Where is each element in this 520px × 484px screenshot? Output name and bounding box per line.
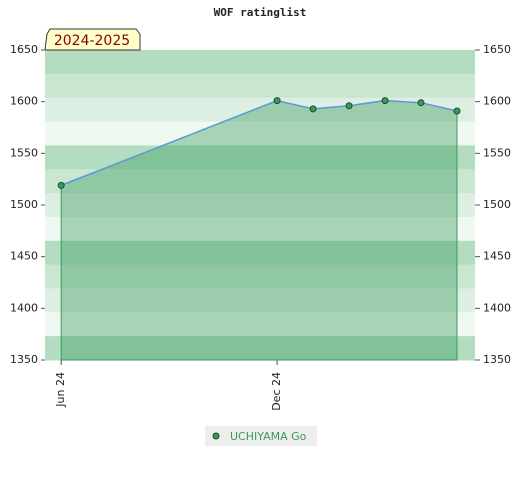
- point: [345, 102, 353, 110]
- badge-box: [44, 28, 141, 51]
- band: [45, 312, 475, 337]
- band: [45, 216, 475, 242]
- background-bands: [45, 50, 475, 361]
- y-tick-label: 1450: [10, 250, 38, 263]
- y-tick-label: 1400: [10, 301, 38, 314]
- band: [45, 288, 475, 313]
- y2-tick-label: 1550: [483, 146, 511, 159]
- legend-label: UCHIYAMA Go: [230, 430, 307, 443]
- band: [45, 240, 475, 266]
- y2-tick-label: 1450: [483, 250, 511, 263]
- y-tick-label: 1600: [10, 95, 38, 108]
- chart-title: WOF ratinglist: [214, 6, 307, 19]
- point: [417, 99, 425, 107]
- y2-tick-label: 1500: [483, 198, 511, 211]
- band: [45, 193, 475, 218]
- plot: [57, 97, 461, 361]
- y-tick-label: 1500: [10, 198, 38, 211]
- point: [273, 97, 281, 105]
- y-tick-label: 1550: [10, 146, 38, 159]
- legend-box: [205, 426, 317, 446]
- y2-tick-label: 1600: [483, 95, 511, 108]
- point: [57, 181, 65, 189]
- band: [45, 121, 475, 146]
- point: [309, 105, 317, 113]
- y-tick-label: 1350: [10, 353, 38, 366]
- band: [45, 264, 475, 289]
- point: [453, 107, 461, 115]
- band: [45, 50, 475, 75]
- legend-marker: [212, 432, 220, 440]
- x-tick-label: Dec 24: [270, 372, 283, 411]
- y2-tick-label: 1350: [483, 353, 511, 366]
- band: [45, 145, 475, 170]
- badge: 2024-2025: [54, 33, 130, 49]
- y2-tick-label: 1650: [483, 43, 511, 56]
- y2-tick-label: 1400: [483, 301, 511, 314]
- point: [381, 97, 389, 105]
- y-tick-label: 1650: [10, 43, 38, 56]
- x-tick-label: Jun 24: [54, 372, 67, 408]
- band: [45, 169, 475, 194]
- band: [45, 336, 475, 361]
- band: [45, 73, 475, 99]
